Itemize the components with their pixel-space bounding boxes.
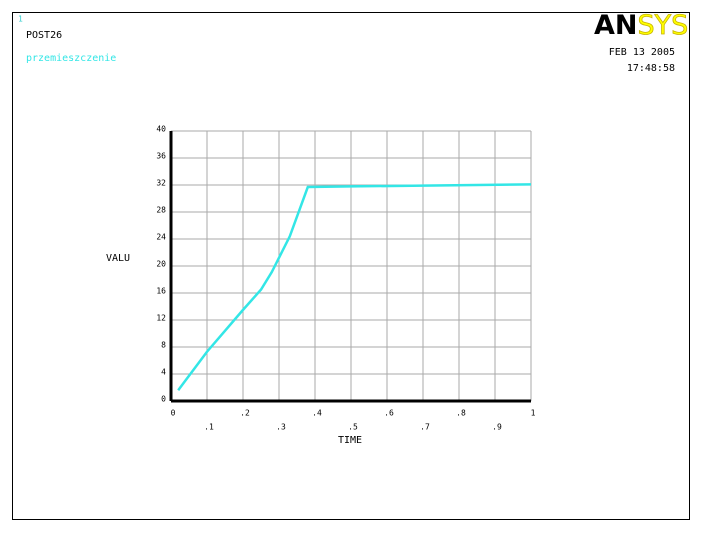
y-tick-label: 28: [156, 206, 166, 215]
x-tick-label: .5: [348, 423, 358, 432]
x-tick-label: 0: [171, 409, 176, 418]
x-tick-label: .6: [384, 409, 394, 418]
y-tick-label: 40: [156, 125, 166, 134]
x-tick-label: .4: [312, 409, 322, 418]
frame: [12, 12, 690, 520]
x-tick-label: .3: [276, 423, 286, 432]
date: FEB 13 2005: [609, 47, 675, 58]
x-tick-label: .8: [456, 409, 466, 418]
window-number: 1: [18, 15, 23, 24]
y-tick-label: 0: [161, 395, 166, 404]
y-tick-label: 20: [156, 260, 166, 269]
y-axis-label: VALU: [106, 253, 130, 264]
y-tick-label: 32: [156, 179, 166, 188]
y-tick-label: 24: [156, 233, 166, 242]
legend-label: przemieszczenie: [26, 53, 116, 64]
logo-part: AN: [594, 10, 638, 41]
logo-part: SYS: [638, 10, 689, 41]
x-tick-label: .7: [420, 423, 430, 432]
x-tick-label: .1: [204, 423, 214, 432]
logo: ANSYS: [594, 10, 688, 41]
y-tick-label: 16: [156, 287, 166, 296]
time: 17:48:58: [627, 63, 675, 74]
x-tick-label: .2: [240, 409, 250, 418]
y-tick-label: 36: [156, 152, 166, 161]
y-tick-label: 8: [161, 341, 166, 350]
processor-label: POST26: [26, 30, 62, 41]
x-tick-label: .9: [492, 423, 502, 432]
data-line: [177, 183, 532, 391]
y-tick-label: 4: [161, 368, 166, 377]
y-tick-label: 12: [156, 314, 166, 323]
x-tick-label: 1: [531, 409, 536, 418]
x-axis-label: TIME: [338, 435, 362, 446]
